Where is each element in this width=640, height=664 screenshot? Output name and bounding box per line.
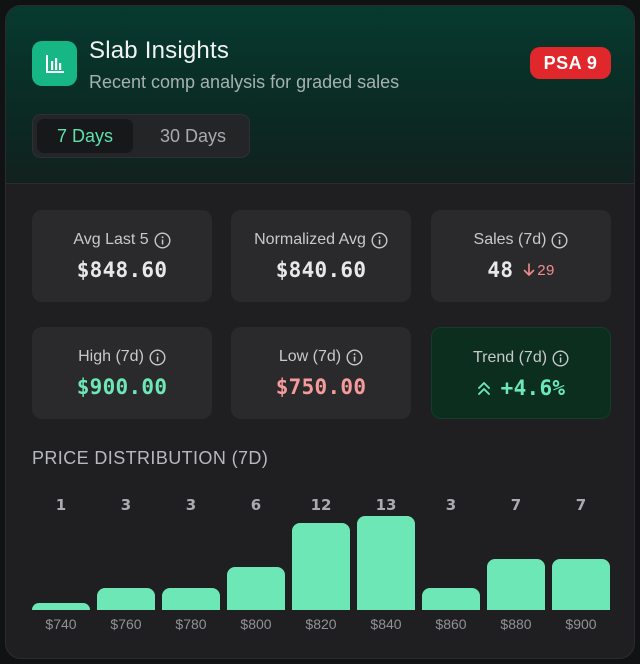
range-tabs: 7 Days 30 Days xyxy=(32,114,250,158)
page-subtitle: Recent comp analysis for graded sales xyxy=(89,72,400,92)
chart-bar[interactable] xyxy=(97,588,155,610)
bar-count-label: 12 xyxy=(310,496,332,514)
chart-bar[interactable] xyxy=(357,516,415,610)
x-tick-label: $820 xyxy=(305,616,337,632)
stat-value: $750.00 xyxy=(275,375,367,399)
x-tick-label: $780 xyxy=(175,616,207,632)
stat-label: Trend (7d) xyxy=(472,349,548,366)
x-tick-label: $800 xyxy=(240,616,272,632)
stat-label: Sales (7d) xyxy=(473,231,547,248)
x-tick-label: $880 xyxy=(500,616,532,632)
price-distribution-chart: 1 $740 3 $760 3 $780 6 $800 12 $820 13 $840 3 $860 7 $8… xyxy=(6,476,634,658)
sales-delta: 29 xyxy=(523,262,554,279)
bar-count-label: 6 xyxy=(250,496,262,514)
bar-count-label: 7 xyxy=(510,496,522,514)
stat-value: $848.60 xyxy=(76,258,168,282)
stat-label: High (7d) xyxy=(78,348,144,365)
info-icon[interactable] xyxy=(551,231,568,249)
stat-label: Avg Last 5 xyxy=(73,231,149,248)
stat-label: Low (7d) xyxy=(278,348,342,365)
info-icon[interactable] xyxy=(371,231,388,249)
bar-count-label: 7 xyxy=(575,496,587,514)
chart-bar[interactable] xyxy=(162,588,220,610)
chart-bar[interactable] xyxy=(292,523,350,610)
sales-delta-value: 29 xyxy=(537,261,555,279)
stat-low-7d: Low (7d) $750.00 xyxy=(231,327,411,419)
chart-bar[interactable] xyxy=(552,559,610,610)
stat-value: $840.60 xyxy=(275,258,367,282)
chart-bar[interactable] xyxy=(227,567,285,610)
bar-count-label: 3 xyxy=(120,496,132,514)
grade-badge: PSA 9 xyxy=(530,47,611,79)
stat-trend-7d: Trend (7d) +4.6% xyxy=(431,327,611,419)
stat-high-7d: High (7d) $900.00 xyxy=(32,327,212,419)
chart-bar[interactable] xyxy=(422,588,480,610)
bar-count-label: 3 xyxy=(185,496,197,514)
stat-value: +4.6% xyxy=(500,376,566,400)
double-chevron-up-icon xyxy=(477,382,490,395)
page-title: Slab Insights xyxy=(89,37,230,64)
chart-bar[interactable] xyxy=(32,603,90,610)
x-tick-label: $740 xyxy=(45,616,77,632)
tab-7-days[interactable]: 7 Days xyxy=(37,119,133,153)
x-tick-label: $900 xyxy=(565,616,597,632)
tab-30-days[interactable]: 30 Days xyxy=(159,125,227,146)
x-tick-label: $860 xyxy=(435,616,467,632)
info-icon[interactable] xyxy=(154,231,171,249)
stat-value: $900.00 xyxy=(76,375,168,399)
stat-sales-7d: Sales (7d) 48 29 xyxy=(431,210,611,302)
stat-label: Normalized Avg xyxy=(254,231,366,248)
chart-bar[interactable] xyxy=(487,559,545,610)
bar-chart-icon xyxy=(32,41,77,86)
stat-value: 48 xyxy=(487,258,514,282)
info-icon[interactable] xyxy=(552,349,569,367)
info-icon[interactable] xyxy=(346,348,363,366)
info-icon[interactable] xyxy=(149,348,166,366)
stat-normalized-avg: Normalized Avg $840.60 xyxy=(231,210,411,302)
card-header: Slab Insights Recent comp analysis for g… xyxy=(6,6,634,184)
x-tick-label: $760 xyxy=(110,616,142,632)
bar-count-label: 3 xyxy=(445,496,457,514)
bar-count-label: 1 xyxy=(55,496,67,514)
bar-count-label: 13 xyxy=(375,496,397,514)
insights-card: Slab Insights Recent comp analysis for g… xyxy=(5,5,635,659)
arrow-down-icon xyxy=(523,263,535,276)
stat-avg-last-5: Avg Last 5 $848.60 xyxy=(32,210,212,302)
distribution-title: PRICE DISTRIBUTION (7D) xyxy=(32,448,269,468)
x-tick-label: $840 xyxy=(370,616,402,632)
